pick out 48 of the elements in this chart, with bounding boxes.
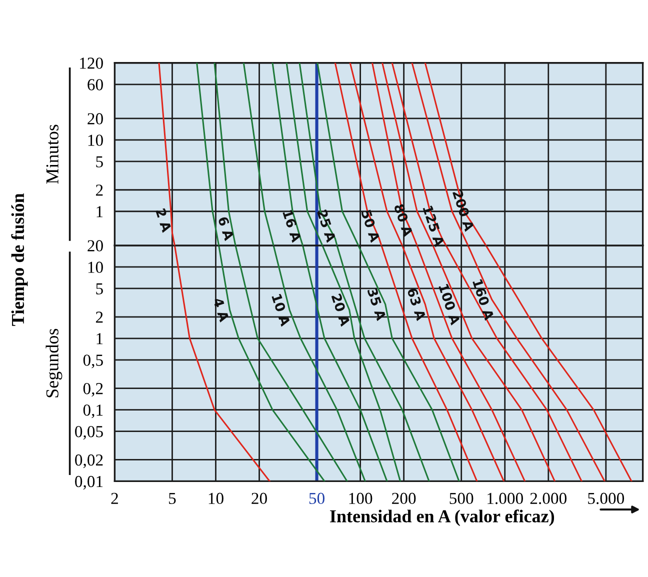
x-tick-label: 10 bbox=[208, 492, 224, 504]
text: 125 A bbox=[422, 205, 445, 248]
y-tick-label: 0,2 bbox=[83, 383, 103, 397]
y-tick-label: 5 bbox=[96, 283, 103, 294]
text: 63 A bbox=[406, 287, 426, 322]
x-tick-label: 100 bbox=[349, 492, 372, 504]
text: 80 A bbox=[394, 203, 414, 238]
text: 25 A bbox=[316, 209, 336, 243]
y-tick-label: 2 bbox=[96, 184, 103, 196]
x-tick-label: 2.000 bbox=[530, 492, 566, 504]
x-tick-label: 20 bbox=[252, 492, 267, 504]
x-tick-label: 200 bbox=[392, 492, 416, 504]
x-tick-label: 5.000 bbox=[588, 492, 624, 504]
x-tick-label: 5 bbox=[169, 492, 176, 504]
x-tick-label: 2 bbox=[111, 492, 118, 504]
text: 2 A bbox=[156, 208, 172, 233]
text: 20 A bbox=[331, 293, 351, 327]
text: 35 A bbox=[367, 287, 387, 322]
text: 200 A bbox=[452, 190, 475, 232]
y-tick-label: 60 bbox=[88, 79, 103, 90]
y-tick-label: 0,1 bbox=[83, 404, 103, 418]
y-tick-label: 1 bbox=[96, 333, 103, 344]
y-tick-label: 0,01 bbox=[75, 476, 103, 490]
y-tick-label: 10 bbox=[88, 262, 103, 273]
y-tick-label: 1 bbox=[96, 206, 103, 218]
y-tick-label: 20 bbox=[88, 113, 103, 124]
y-tick-label: 0,05 bbox=[75, 426, 103, 440]
y-tick-label: 5 bbox=[96, 156, 103, 168]
text: 6 A bbox=[218, 216, 234, 242]
x-tick-label: 1.000 bbox=[488, 492, 523, 504]
text: Minutos bbox=[46, 124, 58, 184]
text: 50 A bbox=[360, 209, 380, 243]
text: 4 A bbox=[213, 297, 230, 322]
y-tick-label: 10 bbox=[88, 134, 103, 146]
x-tick-label: 50 bbox=[309, 492, 324, 504]
text: 16 A bbox=[282, 210, 302, 243]
y-axis-title: Tiempo de fusión bbox=[11, 193, 28, 326]
text: 100 A bbox=[438, 284, 461, 326]
x-axis-title: Intensidad en A (valor eficaz) bbox=[330, 510, 554, 526]
y-tick-label: 0,5 bbox=[83, 354, 103, 368]
y-tick-label: 20 bbox=[88, 240, 103, 252]
y-tick-label: 120 bbox=[80, 58, 103, 69]
y-tick-label: 0,02 bbox=[75, 454, 103, 468]
text: 160 A bbox=[472, 278, 495, 321]
y-tick-label: 2 bbox=[96, 312, 103, 323]
text: 10 A bbox=[272, 294, 291, 327]
text: Segundos bbox=[46, 328, 62, 398]
x-tick-label: 500 bbox=[450, 492, 474, 504]
